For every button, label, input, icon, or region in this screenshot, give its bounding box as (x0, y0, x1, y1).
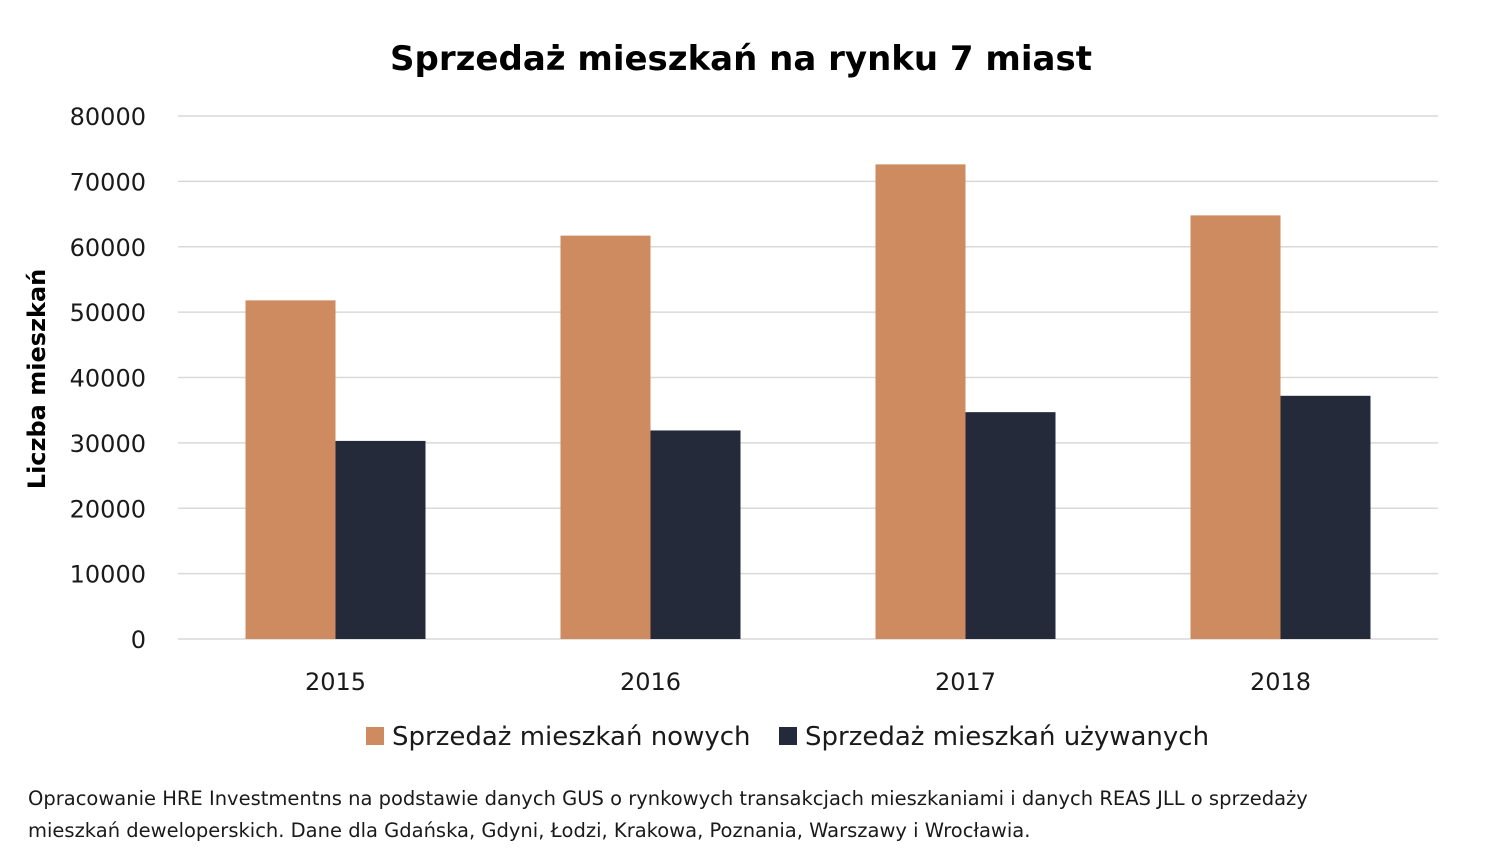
y-tick-label: 30000 (70, 430, 146, 458)
source-footnote: Opracowanie HRE Investmentns na podstawi… (28, 783, 1468, 847)
y-tick-label: 20000 (70, 495, 146, 523)
bar-new-2017 (875, 164, 966, 639)
y-tick-label: 50000 (70, 299, 146, 327)
x-tick-label: 2015 (305, 668, 366, 696)
x-tick-label: 2016 (620, 668, 681, 696)
footnote-line-2: mieszkań deweloperskich. Dane dla Gdańsk… (28, 819, 1031, 842)
bar-new-2018 (1190, 215, 1281, 639)
bar-new-2016 (560, 235, 651, 640)
y-tick-label: 0 (131, 626, 146, 654)
bars (245, 164, 1371, 640)
bar-new-2015 (245, 300, 336, 639)
y-tick-label: 40000 (70, 365, 146, 393)
chart-title: Sprzedaż mieszkań na rynku 7 miast (390, 39, 1092, 79)
y-tick-label: 10000 (70, 561, 146, 589)
y-tick-label: 70000 (70, 168, 146, 196)
bar-used-2016 (650, 430, 741, 639)
legend-swatch-used (779, 727, 797, 745)
footnote-line-1: Opracowanie HRE Investmentns na podstawi… (28, 787, 1308, 810)
x-tick-label: 2018 (1250, 668, 1311, 696)
legend-label-used: Sprzedaż mieszkań używanych (805, 722, 1209, 752)
legend-swatch-new (366, 727, 384, 745)
bar-used-2015 (335, 440, 426, 639)
legend-label-new: Sprzedaż mieszkań nowych (392, 722, 751, 752)
bar-used-2017 (965, 412, 1056, 639)
x-axis-ticks: 2015 2016 2017 2018 (305, 668, 1311, 696)
y-tick-label: 80000 (70, 103, 146, 131)
y-axis-title: Liczba mieszkań (23, 269, 51, 489)
bar-used-2018 (1280, 395, 1371, 639)
legend: Sprzedaż mieszkań nowych Sprzedaż mieszka… (366, 722, 1209, 752)
y-axis-ticks: 0 10000 20000 30000 40000 50000 60000 70000 8000… (70, 103, 146, 654)
y-tick-label: 60000 (70, 234, 146, 262)
x-tick-label: 2017 (935, 668, 996, 696)
